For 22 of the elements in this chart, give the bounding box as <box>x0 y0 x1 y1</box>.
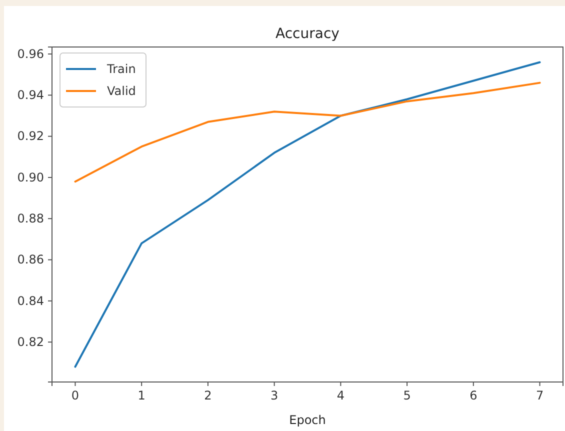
y-tick-label: 0.94 <box>17 88 44 102</box>
x-tick-label: 2 <box>204 388 212 403</box>
x-tick-label: 5 <box>403 388 411 403</box>
chart-title: Accuracy <box>276 26 340 42</box>
y-tick-label: 0.88 <box>17 211 44 226</box>
x-tick-label: 3 <box>270 388 278 403</box>
y-tick-label: 0.82 <box>17 334 44 349</box>
line-series <box>74 61 541 368</box>
x-tick-label: 0 <box>71 388 80 403</box>
legend-label: Valid <box>107 84 136 98</box>
x-tick-label: 1 <box>138 388 146 403</box>
y-tick-label: 0.84 <box>17 294 44 308</box>
y-tick-label: 0.86 <box>17 252 44 267</box>
legend-label: Train <box>106 62 136 76</box>
line-series <box>74 82 541 183</box>
y-tick-label: 0.96 <box>17 46 44 61</box>
x-tick-label: 6 <box>470 388 478 403</box>
y-tick-label: 0.90 <box>17 170 44 184</box>
x-axis-title: Epoch <box>289 413 326 427</box>
y-tick-label: 0.92 <box>17 129 44 144</box>
x-tick-label: 4 <box>336 388 344 403</box>
x-tick-label: 7 <box>536 388 544 403</box>
